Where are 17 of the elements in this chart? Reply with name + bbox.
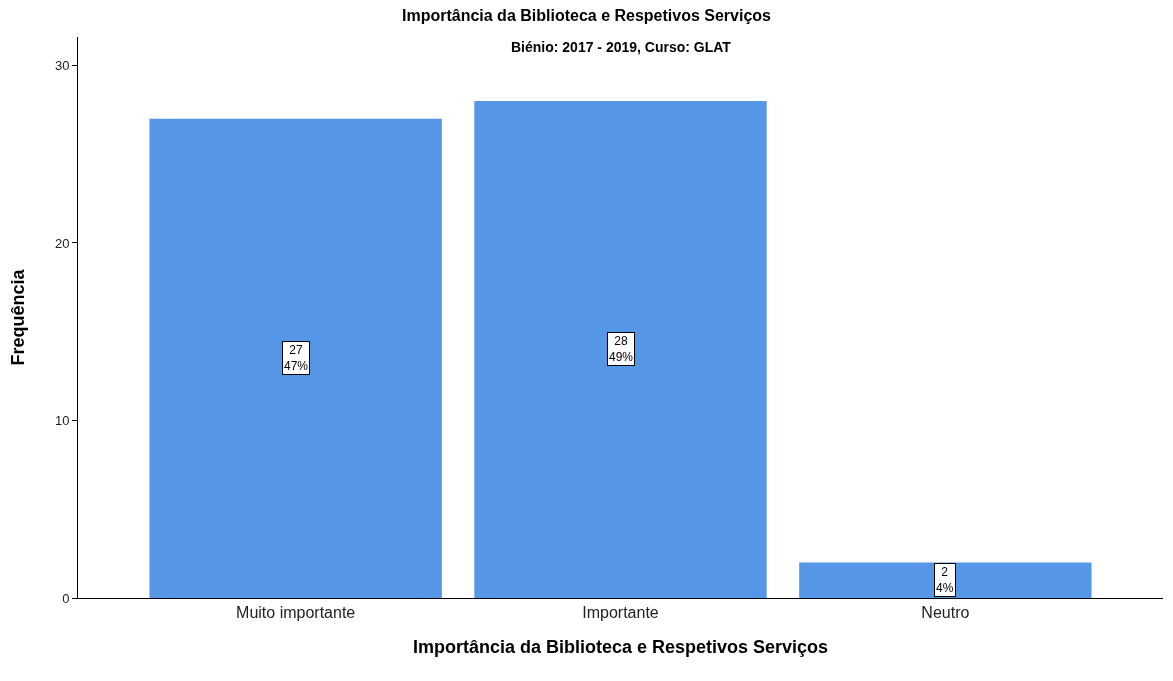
chart-title: Importância da Biblioteca e Respetivos Serviços bbox=[401, 7, 772, 25]
x-axis-title: Importância da Biblioteca e Respetivos Serviços bbox=[412, 637, 829, 658]
data-label: 28 49% bbox=[609, 334, 634, 364]
data-label: 27 47% bbox=[284, 343, 309, 373]
y-tick-label: 30 bbox=[54, 57, 70, 73]
bar bbox=[799, 562, 1092, 598]
y-axis-title: Frequência bbox=[8, 268, 29, 366]
bar bbox=[474, 100, 767, 598]
bar bbox=[149, 118, 442, 598]
y-tick-label: 20 bbox=[54, 235, 70, 251]
x-tick-label: Importante bbox=[582, 604, 659, 622]
y-tick-label: 0 bbox=[62, 590, 70, 606]
x-tick-label: Neutro bbox=[921, 604, 970, 622]
x-tick-label: Muito importante bbox=[236, 604, 356, 622]
chart-subtitle: Biénio: 2017 - 2019, Curso: GLAT bbox=[511, 39, 732, 55]
y-tick-label: 10 bbox=[54, 413, 70, 429]
data-label: 2 4% bbox=[936, 565, 954, 595]
